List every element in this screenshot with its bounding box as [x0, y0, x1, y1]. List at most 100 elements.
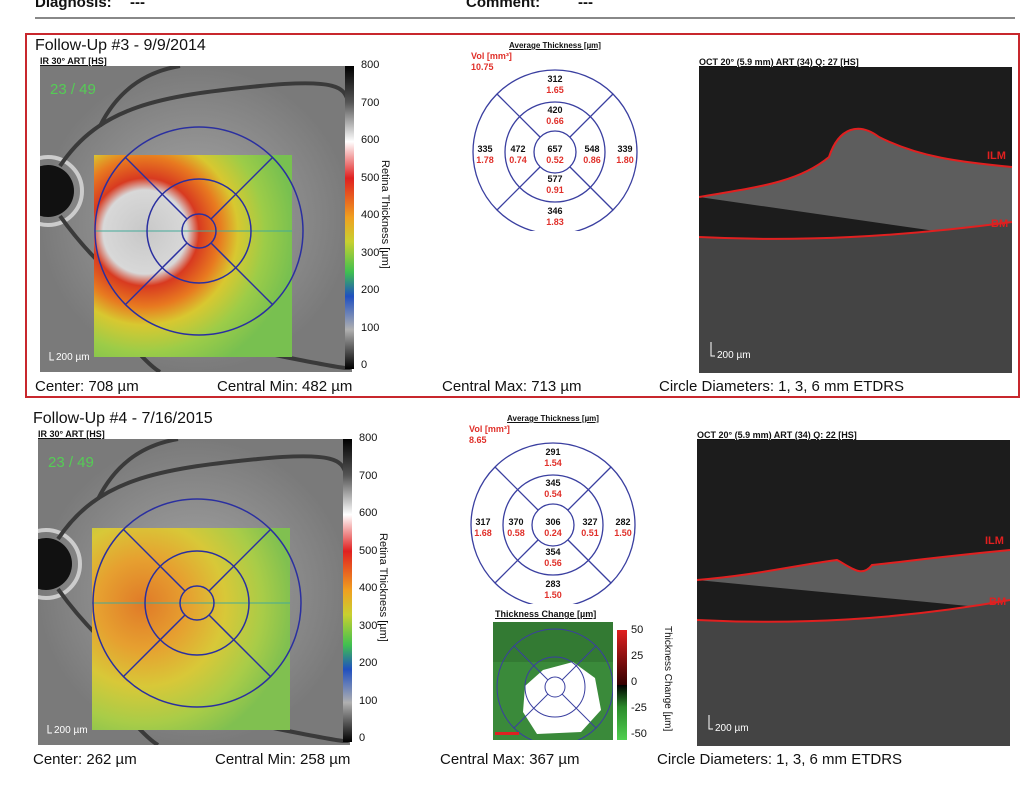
colorbar-tick: 0	[359, 732, 366, 744]
sector-thickness-outer_left: 335	[477, 144, 492, 154]
sector-volume-outer_left: 1.68	[474, 528, 492, 538]
sector-thickness-inner_left: 472	[510, 144, 525, 154]
change-colorbar-tick: 0	[631, 676, 638, 688]
volume-label: Vol [mm³]	[471, 51, 512, 61]
change-colorbar-tick: 25	[631, 650, 644, 662]
oct-scale-label: 200 µm	[717, 350, 751, 361]
oct-scan-label: OCT 20° (5.9 mm) ART (34) Q: 22 [HS]	[697, 430, 857, 440]
sector-thickness-center: 306	[545, 517, 560, 527]
fundus-image: 23 / 49 200 µm	[38, 439, 350, 745]
overlay-counter: 23 / 49	[50, 81, 96, 98]
thickness-change-map	[493, 622, 613, 740]
header-divider	[35, 17, 1015, 19]
colorbar-tick: 300	[361, 246, 380, 259]
colorbar-tick: 600	[359, 507, 378, 519]
change-colorbar-label: Thickness Change [µm]	[662, 626, 673, 732]
sector-thickness-outer_right: 282	[615, 517, 630, 527]
sector-volume-inner_left: 0.74	[509, 155, 527, 165]
sector-volume-center: 0.52	[546, 155, 564, 165]
central-max: Central Max: 713 µm	[442, 378, 582, 395]
sector-volume-outer_left: 1.78	[476, 155, 494, 165]
bm-boundary	[697, 599, 1010, 623]
sector-volume-inner_inf: 0.56	[544, 558, 562, 568]
colorbar-tick: 800	[359, 432, 378, 444]
oct-bscan-image: ILM BM 200 µm	[699, 67, 1012, 373]
thickness-colorbar	[343, 439, 352, 742]
colorbar-tick: 100	[361, 321, 380, 334]
volume-label: Vol [mm³]	[469, 424, 510, 434]
colorbar-tick: 400	[361, 209, 380, 221]
colorbar-label: Retina Thickness [µm]	[379, 160, 391, 269]
sector-thickness-outer_sup: 312	[547, 74, 562, 84]
sector-thickness-inner_sup: 345	[545, 478, 560, 488]
etdrs-grid-overlay	[92, 498, 302, 708]
oct-scale-label: 200 µm	[715, 723, 749, 734]
oct-bscan-image: ILM BM 200 µm	[697, 440, 1010, 746]
follow-up-title: Follow-Up #3 - 9/9/2014	[35, 37, 206, 54]
change-colorbar-tick: -25	[631, 702, 647, 714]
thickness-change-title: Thickness Change [µm]	[495, 609, 597, 619]
optic-disc	[38, 538, 72, 590]
sector-volume-inner_inf: 0.91	[546, 185, 564, 195]
sector-thickness-outer_inf: 283	[545, 579, 560, 589]
sector-volume-outer_right: 1.80	[616, 155, 634, 165]
sector-volume-inner_left: 0.58	[507, 528, 525, 538]
colorbar-label: Retina Thickness [µm]	[377, 533, 389, 642]
center-thickness: Center: 708 µm	[35, 378, 139, 395]
follow-up-title: Follow-Up #4 - 7/16/2015	[33, 410, 213, 427]
sector-thickness-outer_inf: 346	[547, 206, 562, 216]
ilm-boundary	[699, 127, 1012, 198]
sector-thickness-inner_right: 327	[582, 517, 597, 527]
sector-volume-inner_sup: 0.66	[546, 116, 564, 126]
bm-label: BM	[989, 596, 1006, 608]
sector-volume-outer_right: 1.50	[614, 528, 632, 538]
sector-volume-inner_right: 0.51	[581, 528, 599, 538]
change-colorbar-tick: 50	[631, 624, 644, 636]
etdrs-grid-overlay	[94, 126, 304, 336]
colorbar-tick: 500	[361, 171, 380, 184]
sector-thickness-outer_right: 339	[617, 144, 632, 154]
sector-thickness-inner_left: 370	[508, 517, 523, 527]
comment-label: Comment:	[466, 0, 541, 11]
colorbar-tick: 600	[361, 134, 380, 146]
ilm-boundary	[697, 549, 1010, 581]
colorbar-tick: 800	[361, 59, 380, 71]
overlay-counter: 23 / 49	[48, 454, 94, 471]
colorbar-tick: 700	[359, 469, 378, 482]
oct-scan-label: OCT 20° (5.9 mm) ART (34) Q: 27 [HS]	[699, 57, 859, 67]
sector-thickness-inner_inf: 354	[545, 547, 560, 557]
thickness-colorbar	[345, 66, 354, 369]
etdrs-title: Average Thickness [µm]	[509, 41, 601, 50]
sector-thickness-center: 657	[547, 144, 562, 154]
circle-diameters: Circle Diameters: 1, 3, 6 mm ETDRS	[659, 378, 905, 395]
sector-volume-outer_inf: 1.83	[546, 217, 564, 227]
diagnosis-value: ---	[130, 0, 145, 11]
colorbar-tick: 500	[359, 544, 378, 557]
follow-up-panel-4[interactable]: Follow-Up #4 - 7/16/2015 IR 30° ART [HS]…	[25, 408, 1020, 773]
sector-volume-outer_sup: 1.54	[544, 458, 562, 468]
bm-label: BM	[991, 218, 1008, 230]
sector-volume-center: 0.24	[544, 528, 562, 538]
diagnosis-label: Diagnosis:	[35, 0, 112, 11]
sector-volume-outer_sup: 1.65	[546, 85, 564, 95]
colorbar-tick: 100	[359, 694, 378, 707]
center-thickness: Center: 262 µm	[33, 751, 137, 768]
sector-thickness-inner_inf: 577	[547, 174, 562, 184]
circle-diameters: Circle Diameters: 1, 3, 6 mm ETDRS	[657, 751, 903, 768]
change-colorbar	[617, 630, 627, 740]
sector-thickness-outer_left: 317	[475, 517, 490, 527]
fundus-image: 23 / 49 200 µm	[40, 66, 352, 372]
sector-volume-inner_sup: 0.54	[544, 489, 562, 499]
sector-volume-outer_inf: 1.50	[544, 590, 562, 600]
colorbar-tick: 400	[359, 582, 378, 594]
colorbar-tick: 300	[359, 619, 378, 632]
scale-bar-label: 200 µm	[54, 725, 88, 736]
sector-thickness-outer_sup: 291	[545, 447, 560, 457]
volume-total: 10.75	[471, 62, 494, 72]
sector-thickness-inner_sup: 420	[547, 105, 562, 115]
follow-up-panel-3[interactable]: Follow-Up #3 - 9/9/2014 IR 30° ART [HS] …	[25, 33, 1020, 398]
volume-total: 8.65	[469, 435, 487, 445]
ir-scan-label: IR 30° ART [HS]	[38, 429, 105, 439]
